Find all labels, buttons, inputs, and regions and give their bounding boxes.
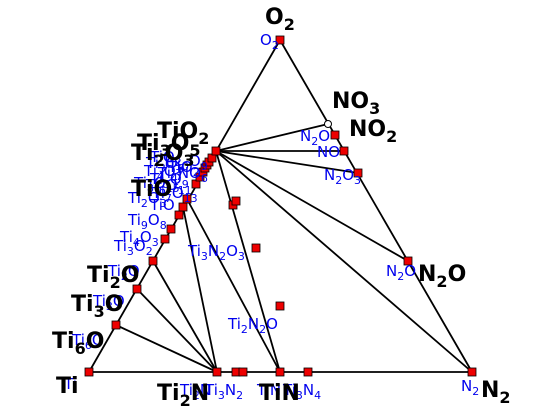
vertex-label-ti: Ti xyxy=(56,374,79,399)
label-ti3o2: Ti3O2 xyxy=(113,237,153,258)
marker-tio xyxy=(182,194,192,204)
label-ti6o: Ti6O xyxy=(52,329,104,358)
marker-ti3o2 xyxy=(160,234,170,244)
label-tin: TiN xyxy=(259,381,300,406)
label-ti2o: Ti2O xyxy=(87,263,139,292)
label-ti2n: Ti2N xyxy=(157,381,209,410)
label-ti2o-small: Ti2O xyxy=(107,262,140,283)
phase-markers xyxy=(84,35,477,377)
marker-ti xyxy=(84,367,94,377)
marker-ti3o xyxy=(132,284,142,294)
marker-no xyxy=(339,146,349,156)
marker-o2 xyxy=(275,35,285,45)
marker-ti9o8 xyxy=(174,210,184,220)
label-tin-small: TiN xyxy=(256,381,281,399)
label-no3: NO3 xyxy=(332,89,380,118)
label-ti2o3: Ti2O3 xyxy=(131,141,195,170)
label-o2-small: O2 xyxy=(260,31,279,52)
tie-tio-ti2n xyxy=(182,206,218,373)
marker-tin xyxy=(275,367,285,377)
marker-tio2 xyxy=(211,146,221,156)
tie-lines xyxy=(88,39,473,373)
cluster-label: TiO xyxy=(149,196,175,214)
marker-n2o xyxy=(403,256,413,266)
phase-labels: O2 N2O NO N2O3 N2O N2 Ti9O8 Ti4O3 Ti3O2 … xyxy=(63,31,479,402)
label-ti3n2: Ti3N2 xyxy=(204,381,243,402)
label-ti3n2o3: Ti3N2O3 xyxy=(187,242,245,263)
marker-ti3n4 xyxy=(303,367,313,377)
oxide-label-cluster: TiO2Ti3O5Ti4O7Ti5O9Ti6O11Ti7O13Ti8O15Ti2… xyxy=(127,148,208,214)
label-ti4o3: Ti4O3 xyxy=(119,228,159,249)
tie-tio2-n2o xyxy=(215,150,409,262)
marker-ti4o3 xyxy=(166,224,176,234)
cluster-label: Ti4O7 xyxy=(143,162,183,183)
tie-tio2-n2 xyxy=(215,150,473,373)
marker-n2 xyxy=(467,367,477,377)
label-ti3n4: Ti3N4 xyxy=(282,381,321,402)
marker-n2o-top xyxy=(330,130,340,140)
vertex-label-o2: O2 xyxy=(265,5,295,34)
label-ti-small: Ti xyxy=(63,375,77,393)
label-no: NO xyxy=(317,143,340,161)
label-ti6o-small: Ti6O xyxy=(71,331,104,352)
label-tio2: TiO2 xyxy=(157,119,209,148)
marker-n2o3 xyxy=(353,168,363,178)
label-ti3o: Ti3O xyxy=(71,292,123,321)
tie-tio2-tin xyxy=(215,150,281,373)
tie-ti6o-ti2n xyxy=(115,324,218,373)
label-tio: TiO xyxy=(131,177,172,202)
vertex-label-n2: N2 xyxy=(481,378,511,407)
cluster-label: Ti4NO6 xyxy=(157,164,208,185)
label-n2o-top: N2O xyxy=(300,127,330,148)
label-n2o: N2O xyxy=(418,262,466,291)
cluster-label: TiO2 xyxy=(149,148,182,169)
tie-ti3o-ti2n xyxy=(136,288,218,373)
label-ti2n2o: Ti2N2O xyxy=(227,315,278,336)
label-ti3o5: Ti3O5 xyxy=(137,131,201,160)
vertex-labels: O2 Ti N2 NO3 NO2 TiO2 Ti3O5 Ti2O3 TiO N2… xyxy=(52,5,511,410)
label-ti9o8: Ti9O8 xyxy=(127,211,167,232)
marker-ti2n2o xyxy=(275,301,285,311)
cluster-label: Ti7O13 xyxy=(151,184,198,205)
label-n2-small: N2 xyxy=(461,377,479,398)
label-ti3o-small: Ti3O xyxy=(92,292,125,313)
marker-ti2n xyxy=(212,367,222,377)
marker-ti2o xyxy=(148,256,158,266)
cluster-label: Ti6O11 xyxy=(145,176,192,197)
cluster-label: Ti5O9 xyxy=(149,170,189,191)
tie-ti2o-ti2n xyxy=(152,260,218,373)
label-n2o3: N2O3 xyxy=(324,166,361,187)
marker-ti6o xyxy=(111,320,121,330)
label-no2: NO2 xyxy=(349,117,397,146)
marker-ti3n2-b xyxy=(238,367,248,377)
tie-tio2-no xyxy=(215,123,329,152)
tie-tio-tin xyxy=(186,198,281,373)
edge-o2-n2 xyxy=(279,39,473,373)
cluster-label: Ti8O15 xyxy=(133,174,180,195)
marker-ti4no6-b xyxy=(231,196,241,206)
marker-ti3n2o3 xyxy=(251,243,261,253)
cluster-label: Ti3O5 xyxy=(145,154,185,175)
label-n2o-right: N2O xyxy=(386,262,416,283)
label-ti2n-small: Ti2N xyxy=(179,381,211,402)
cluster-label: TiO2 xyxy=(167,158,200,179)
marker-no3 xyxy=(324,120,332,128)
tie-tio2-n2o3 xyxy=(215,150,359,174)
cluster-label: Ti10O9 xyxy=(161,152,208,173)
cluster-label: Ti2O3 xyxy=(127,189,167,210)
